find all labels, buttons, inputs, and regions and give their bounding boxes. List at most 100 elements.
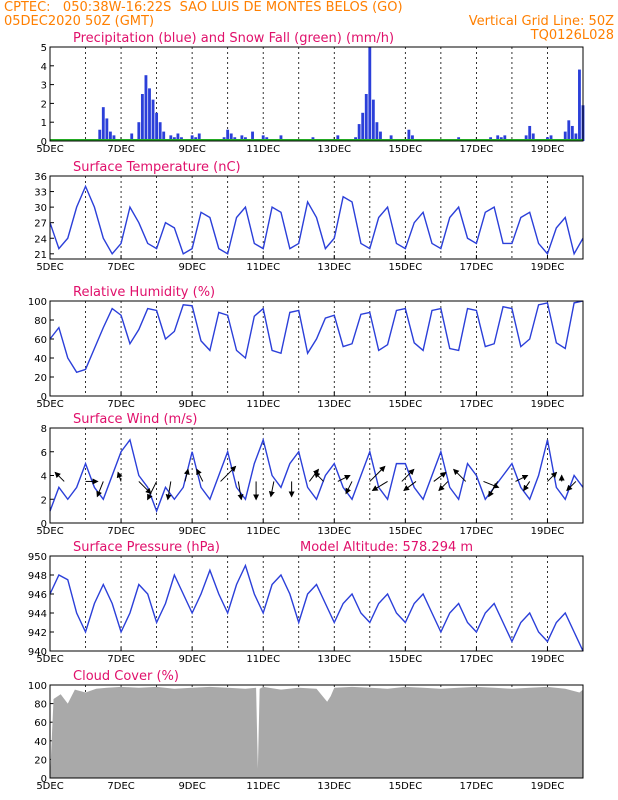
x-tick-label: 11DEC	[246, 144, 280, 155]
panel-precipitation-and-snow-fall: Precipitation (blue) and Snow Fall (gree…	[36, 31, 585, 155]
x-tick-label: 9DEC	[178, 144, 205, 155]
x-tick-label: 19DEC	[531, 262, 565, 273]
precip-bar	[158, 122, 162, 141]
x-tick-label: 5DEC	[36, 654, 63, 665]
cloud-cover-area	[50, 686, 583, 778]
wind-arrow	[313, 471, 324, 482]
y-tick-label: 100	[28, 681, 47, 692]
x-tick-label: 19DEC	[531, 526, 565, 537]
precip-bar	[251, 131, 254, 141]
precip-bar	[531, 133, 535, 141]
y-tick-label: 3	[41, 81, 47, 92]
precip-bar	[261, 135, 265, 141]
precip-bar	[229, 133, 233, 141]
x-tick-label: 7DEC	[107, 526, 134, 537]
wind-arrow	[116, 471, 123, 482]
x-tick-label: 7DEC	[107, 399, 134, 410]
plot-frame	[49, 684, 584, 779]
wind-arrow	[268, 481, 275, 498]
precip-bar	[528, 125, 532, 141]
precip-bar	[357, 124, 361, 141]
x-tick-label: 17DEC	[460, 781, 494, 792]
precip-bar	[407, 129, 411, 141]
wind-arrow	[433, 471, 447, 482]
x-tick-label: 9DEC	[178, 781, 205, 792]
wind-arrow	[515, 474, 529, 482]
precip-bar	[169, 135, 173, 141]
x-tick-label: 11DEC	[246, 526, 280, 537]
y-tick-label: 6	[41, 448, 47, 459]
panel-relative-humidity: Relative Humidity (%) 0 20 40 60 80 100 5DEC 7DE…	[28, 285, 584, 410]
y-tick-label: 20	[34, 373, 47, 384]
plot-frame	[49, 300, 584, 397]
y-tick-label: 8	[41, 424, 47, 435]
precip-bar	[108, 131, 112, 141]
x-tick-label: 13DEC	[317, 654, 351, 665]
x-tick-label: 13DEC	[317, 399, 351, 410]
x-tick-label: 19DEC	[531, 144, 565, 155]
x-tick-label: 13DEC	[317, 781, 351, 792]
x-tick-label: 11DEC	[246, 262, 280, 273]
wind-arrow	[371, 481, 388, 491]
y-tick-label: 1	[41, 118, 47, 129]
wind-arrow	[337, 474, 351, 482]
x-tick-label: 15DEC	[388, 781, 422, 792]
y-tick-label: 940	[28, 647, 47, 658]
y-tick-label: 2	[41, 99, 47, 110]
wind-arrow	[54, 471, 65, 482]
precip-bar	[567, 120, 571, 141]
x-tick-label: 7DEC	[107, 781, 134, 792]
x-tick-label: 7DEC	[107, 654, 134, 665]
wind-arrow	[369, 465, 386, 482]
precip-bar	[574, 133, 578, 141]
y-tick-label: 0	[41, 392, 47, 403]
y-tick-label: 21	[34, 250, 47, 261]
precip-bar	[151, 99, 155, 141]
precip-bar	[336, 135, 340, 141]
x-tick-label: 11DEC	[246, 781, 280, 792]
y-tick-label: 20	[34, 755, 47, 766]
x-tick-label: 15DEC	[388, 262, 422, 273]
precip-bar	[549, 135, 553, 141]
x-tick-label: 15DEC	[388, 399, 422, 410]
precip-bar	[176, 133, 180, 141]
wind-speed-line	[49, 437, 584, 514]
precip-bar	[130, 133, 134, 141]
precip-bar	[503, 135, 507, 141]
precip-bar	[190, 135, 194, 141]
precip-bar	[563, 131, 567, 141]
precip-bar	[155, 112, 159, 141]
x-tick-label: 17DEC	[460, 654, 494, 665]
precip-bar	[101, 107, 105, 141]
wind-arrow	[220, 465, 237, 482]
panel-title: Surface Wind (m/s)	[73, 412, 197, 427]
y-tick-label: 0	[41, 137, 47, 148]
x-tick-label: 5DEC	[36, 781, 63, 792]
panel-title: Precipitation (blue) and Snow Fall (gree…	[73, 31, 394, 46]
wind-arrow	[438, 481, 449, 492]
panel-title: Surface Pressure (hPa)	[73, 540, 220, 555]
precip-bar	[137, 122, 141, 141]
y-tick-label: 40	[34, 737, 47, 748]
y-tick-label: 100	[28, 297, 47, 308]
x-tick-label: 7DEC	[107, 262, 134, 273]
y-tick-label: 40	[34, 354, 47, 365]
x-tick-label: 19DEC	[531, 654, 565, 665]
precip-bar	[524, 135, 528, 141]
y-tick-label: 0	[41, 774, 47, 785]
wind-arrow	[196, 468, 204, 482]
x-tick-label: 5DEC	[36, 262, 63, 273]
x-tick-label: 17DEC	[460, 262, 494, 273]
precip-bar	[379, 131, 382, 141]
x-tick-label: 9DEC	[178, 262, 205, 273]
precip-bar	[279, 135, 283, 141]
y-tick-label: 942	[28, 628, 47, 639]
precip-bar	[240, 135, 244, 141]
y-tick-label: 27	[34, 219, 47, 230]
x-tick-label: 11DEC	[246, 399, 280, 410]
precip-bar	[364, 94, 368, 141]
panel-cloud-cover: Cloud Cover (%) 0 20 40 60 80 100 5DEC 7DEC 9DEC 1…	[28, 669, 584, 792]
precip-bar	[105, 118, 109, 141]
precip-bar	[361, 112, 365, 141]
